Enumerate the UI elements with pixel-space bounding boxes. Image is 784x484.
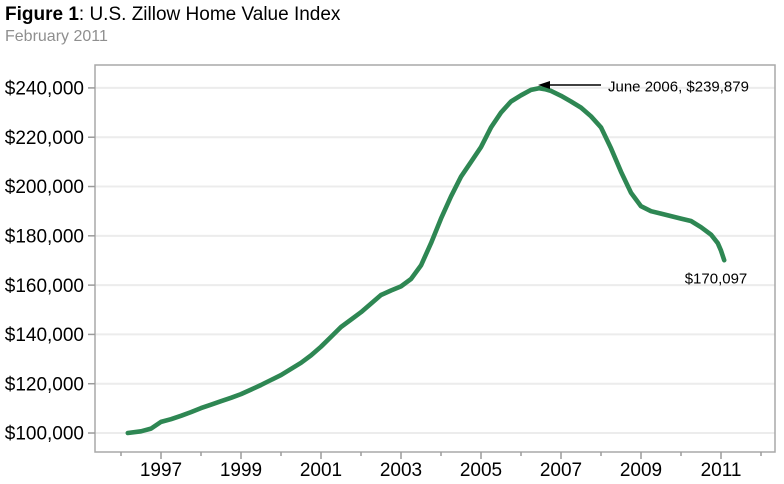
plot-border [94,64,776,453]
figure-subtitle: February 2011 [5,27,108,45]
home-value-series-line [125,85,727,436]
x-tick-label: 1999 [220,460,262,481]
chart-header: Figure 1: U.S. Zillow Home Value Index F… [5,4,340,46]
annotation-peak: June 2006, $239,879 [608,78,749,95]
x-tick-label: 2009 [620,460,662,481]
x-tick-label: 2011 [701,460,742,481]
y-tick-label: $240,000 [5,79,84,100]
y-tick-label: $200,000 [5,177,84,198]
y-tick-label: $220,000 [5,128,84,149]
x-tick-label: 2001 [300,460,342,481]
y-tick-label: $120,000 [5,374,84,395]
y-tick-label: $100,000 [5,424,84,445]
x-tick-label: 1997 [140,460,182,481]
figure-title: Figure 1: U.S. Zillow Home Value Index [5,4,340,26]
y-tick-label: $160,000 [5,276,84,297]
y-tick-label: $180,000 [5,226,84,247]
x-tick-label: 2007 [540,460,582,481]
figure-number: Figure 1 [5,4,79,25]
annotation-latest: $170,097 [685,270,748,287]
annotation-arrowhead [538,81,550,89]
figure-title-text: : U.S. Zillow Home Value Index [78,4,341,25]
y-tick-label: $140,000 [5,325,84,346]
x-tick-label: 2005 [460,460,502,481]
x-tick-label: 2003 [380,460,422,481]
